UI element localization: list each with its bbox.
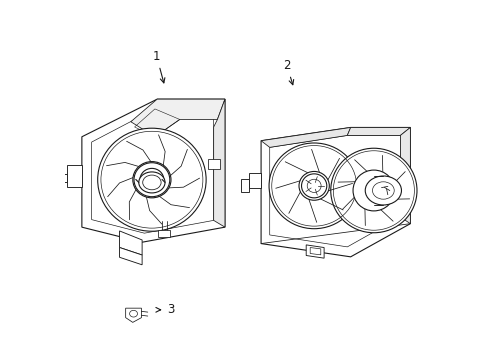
- Ellipse shape: [268, 143, 359, 229]
- Polygon shape: [207, 159, 219, 169]
- Polygon shape: [119, 247, 142, 265]
- Polygon shape: [158, 230, 170, 238]
- Ellipse shape: [301, 174, 326, 198]
- Ellipse shape: [139, 172, 164, 193]
- Polygon shape: [261, 127, 409, 257]
- Ellipse shape: [134, 163, 169, 197]
- Polygon shape: [261, 127, 350, 147]
- Text: 3: 3: [156, 303, 174, 316]
- Polygon shape: [57, 175, 67, 182]
- Ellipse shape: [330, 148, 416, 233]
- Ellipse shape: [133, 162, 171, 198]
- Ellipse shape: [361, 178, 386, 203]
- Polygon shape: [81, 99, 224, 242]
- Polygon shape: [248, 172, 261, 189]
- Polygon shape: [131, 99, 224, 137]
- Ellipse shape: [98, 128, 206, 231]
- Polygon shape: [119, 231, 142, 255]
- Ellipse shape: [298, 171, 328, 200]
- Ellipse shape: [352, 170, 394, 211]
- Ellipse shape: [140, 168, 163, 191]
- Polygon shape: [305, 245, 324, 258]
- Polygon shape: [67, 165, 81, 187]
- Polygon shape: [346, 127, 409, 135]
- Text: 1: 1: [153, 50, 164, 83]
- Polygon shape: [213, 99, 224, 227]
- Ellipse shape: [365, 176, 401, 205]
- Polygon shape: [400, 127, 409, 224]
- Text: 2: 2: [283, 59, 293, 85]
- Polygon shape: [240, 179, 248, 193]
- Polygon shape: [125, 308, 141, 322]
- Ellipse shape: [301, 174, 326, 198]
